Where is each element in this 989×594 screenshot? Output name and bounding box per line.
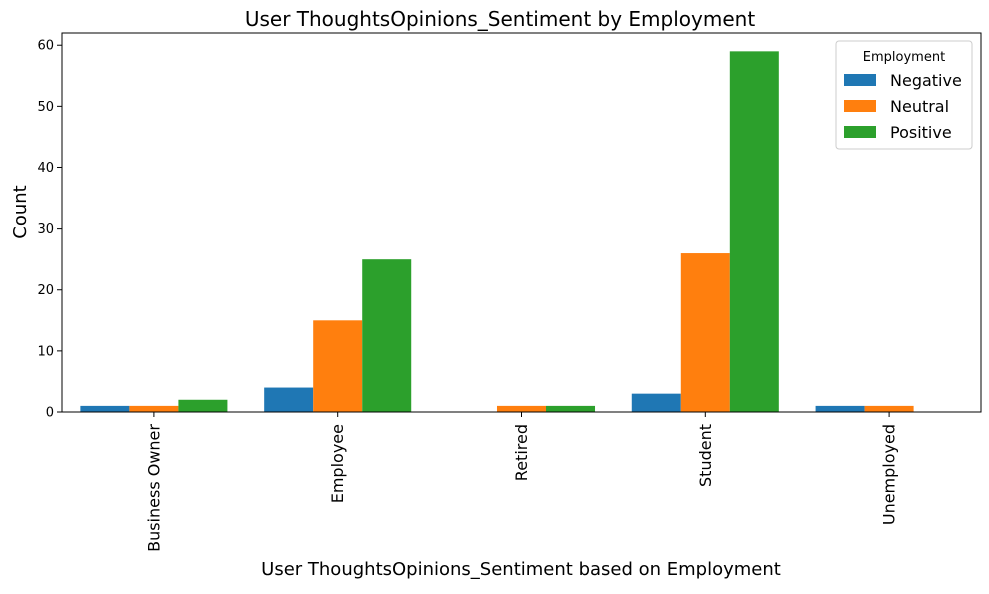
bar-business-owner-positive: [178, 399, 228, 412]
y-axis-label: Count: [10, 185, 31, 238]
y-tick-label: 30: [37, 222, 54, 237]
legend-label-positive: Positive: [890, 123, 952, 142]
legend-box: [835, 40, 973, 150]
bar-business-owner-negative: [80, 405, 130, 412]
bar-retired-neutral: [496, 405, 546, 412]
chart-title: User ThoughtsOpinions_Sentiment by Emplo…: [245, 7, 755, 31]
legend-title: Employment: [863, 50, 945, 65]
bar-employee-positive: [362, 259, 412, 412]
bar-student-positive: [729, 51, 779, 413]
bar-unemployed-negative: [815, 405, 865, 412]
y-tick-label: 0: [46, 406, 54, 421]
legend-swatch-positive: [844, 126, 876, 138]
bar-student-negative: [631, 393, 681, 412]
y-tick-label: 60: [37, 39, 54, 54]
x-tick-label-unemployed: Unemployed: [880, 424, 899, 525]
legend-swatch-negative: [844, 74, 876, 86]
legend: Employment Negative Neutral Positive: [835, 40, 973, 150]
bar-employee-neutral: [313, 320, 363, 412]
legend-swatch-neutral: [844, 100, 876, 112]
y-axis: 0 10 20 30 40 50 60: [37, 39, 62, 421]
y-tick-label: 40: [37, 161, 54, 176]
x-tick-label-employee: Employee: [328, 424, 347, 503]
bar-retired-positive: [546, 405, 596, 412]
x-axis-label: User ThoughtsOpinions_Sentiment based on…: [261, 559, 781, 580]
bars-group: [80, 51, 914, 413]
bar-employee-negative: [264, 387, 314, 412]
legend-label-negative: Negative: [890, 71, 962, 90]
x-tick-label-retired: Retired: [512, 424, 531, 481]
plot-frame: [61, 32, 982, 413]
x-axis: Business Owner Employee Retired Student Unem…: [144, 412, 899, 552]
bar-student-neutral: [680, 253, 730, 412]
y-tick-label: 10: [37, 344, 54, 359]
y-tick-label: 50: [37, 100, 54, 115]
x-tick-label-business-owner: Business Owner: [144, 424, 163, 552]
y-tick-label: 20: [37, 283, 54, 298]
bar-business-owner-neutral: [129, 405, 179, 412]
bar-unemployed-neutral: [864, 405, 914, 412]
x-tick-label-student: Student: [696, 424, 715, 487]
legend-label-neutral: Neutral: [890, 97, 949, 116]
